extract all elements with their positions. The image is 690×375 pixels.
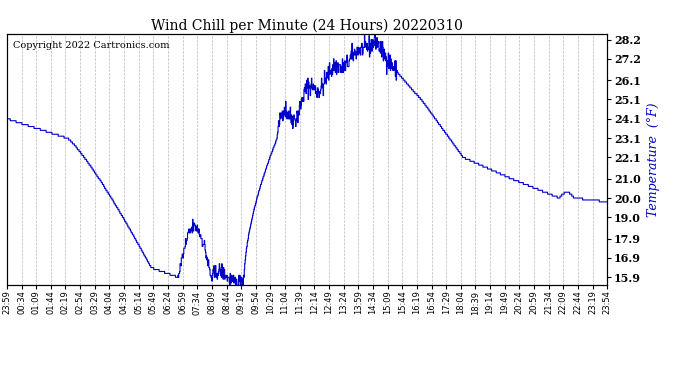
Text: Copyright 2022 Cartronics.com: Copyright 2022 Cartronics.com [13,41,170,50]
Y-axis label: Temperature  (°F): Temperature (°F) [647,102,660,217]
Title: Wind Chill per Minute (24 Hours) 20220310: Wind Chill per Minute (24 Hours) 2022031… [151,18,463,33]
